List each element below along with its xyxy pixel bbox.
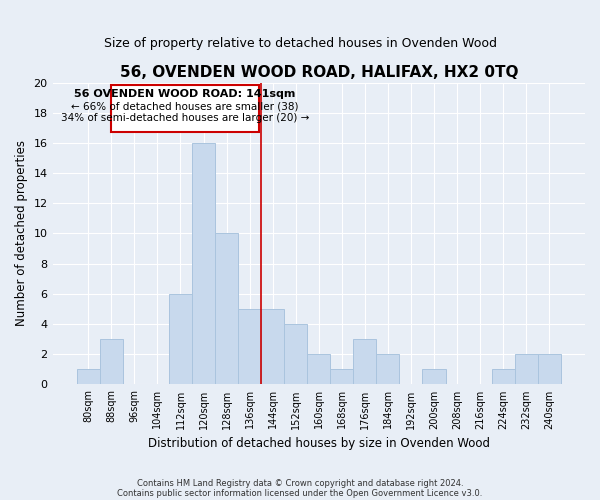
Bar [422, 370, 446, 384]
Text: 34% of semi-detached houses are larger (20) →: 34% of semi-detached houses are larger (… [61, 114, 309, 124]
Bar [538, 354, 561, 384]
Bar [515, 354, 538, 384]
FancyBboxPatch shape [112, 85, 259, 132]
Bar [307, 354, 330, 384]
Bar [261, 309, 284, 384]
Bar [284, 324, 307, 384]
Bar [353, 339, 376, 384]
Bar [215, 234, 238, 384]
Bar [192, 143, 215, 384]
Bar [376, 354, 400, 384]
Text: 56 OVENDEN WOOD ROAD: 141sqm: 56 OVENDEN WOOD ROAD: 141sqm [74, 90, 296, 100]
Y-axis label: Number of detached properties: Number of detached properties [15, 140, 28, 326]
X-axis label: Distribution of detached houses by size in Ovenden Wood: Distribution of detached houses by size … [148, 437, 490, 450]
Bar [77, 370, 100, 384]
Bar [491, 370, 515, 384]
Text: Contains public sector information licensed under the Open Government Licence v3: Contains public sector information licen… [118, 488, 482, 498]
Title: 56, OVENDEN WOOD ROAD, HALIFAX, HX2 0TQ: 56, OVENDEN WOOD ROAD, HALIFAX, HX2 0TQ [119, 65, 518, 80]
Bar [169, 294, 192, 384]
Bar [330, 370, 353, 384]
Bar [238, 309, 261, 384]
Text: ← 66% of detached houses are smaller (38): ← 66% of detached houses are smaller (38… [71, 102, 299, 112]
Text: Size of property relative to detached houses in Ovenden Wood: Size of property relative to detached ho… [104, 38, 497, 51]
Text: Contains HM Land Registry data © Crown copyright and database right 2024.: Contains HM Land Registry data © Crown c… [137, 478, 463, 488]
Bar [100, 339, 123, 384]
